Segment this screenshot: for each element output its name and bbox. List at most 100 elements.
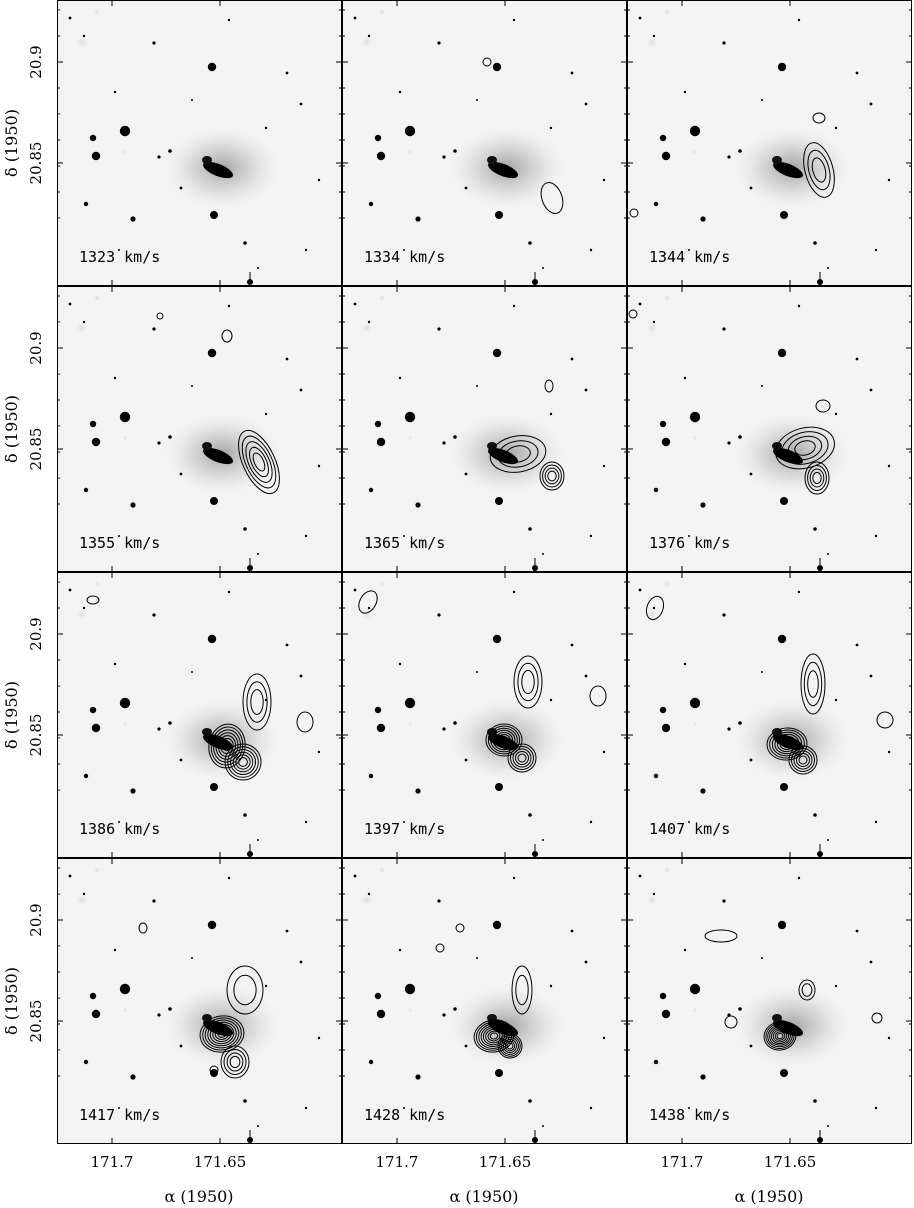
star [584, 960, 588, 964]
star [89, 420, 97, 428]
star [89, 134, 97, 142]
star [492, 634, 502, 644]
star [453, 149, 457, 153]
star [688, 821, 690, 823]
star [227, 304, 231, 308]
hi-contour [763, 1021, 797, 1051]
hi-contour [769, 729, 805, 759]
hi-contour [517, 753, 527, 763]
star [91, 151, 101, 161]
star [82, 34, 86, 38]
star [834, 126, 838, 130]
star [492, 348, 502, 358]
star [453, 1007, 457, 1011]
galaxy-core [202, 161, 234, 179]
galaxy-core [202, 447, 234, 465]
star [130, 788, 136, 794]
star [689, 983, 701, 995]
star [887, 464, 891, 468]
channel-panel: 1438 km/s [627, 858, 912, 1144]
hi-contour [510, 746, 534, 770]
star [827, 267, 829, 269]
hi-contour [490, 727, 518, 753]
star [68, 874, 72, 878]
star [749, 472, 753, 476]
star [495, 497, 503, 505]
star [403, 1107, 405, 1109]
star [749, 186, 753, 190]
star [179, 186, 183, 190]
star [376, 151, 386, 161]
star [403, 821, 405, 823]
channel-panel: 1365 km/s [342, 286, 627, 572]
star [113, 376, 117, 380]
velocity-label: 1365 km/s [364, 534, 445, 552]
star [304, 1106, 308, 1110]
hi-contour [503, 1039, 517, 1053]
hi-contour [506, 1042, 514, 1050]
y-axis-title: δ (1950) [2, 967, 21, 1035]
star [549, 412, 553, 416]
star [813, 241, 817, 245]
star [91, 437, 101, 447]
hi-contour [217, 735, 237, 757]
star [528, 1099, 532, 1103]
star [602, 464, 606, 468]
star [874, 248, 878, 252]
star [661, 151, 671, 161]
hi-contour [781, 431, 829, 465]
star [492, 62, 502, 72]
hi-contour [245, 441, 273, 483]
x-tick-label: 171.65 [479, 1153, 532, 1171]
hi-contour [499, 1035, 521, 1057]
hi-contour [241, 435, 277, 489]
hi-contour [209, 1065, 219, 1075]
star [584, 388, 588, 392]
star [437, 41, 441, 45]
star [476, 385, 478, 387]
hi-contour [207, 1021, 237, 1047]
star [376, 437, 386, 447]
star [638, 588, 642, 592]
hi-contour [539, 461, 565, 491]
hi-contour [221, 329, 233, 343]
hi-contour [224, 743, 262, 781]
star [442, 441, 446, 445]
hi-contour [544, 467, 560, 485]
hi-contour [238, 429, 280, 495]
star [589, 534, 593, 538]
hi-contour [475, 1021, 513, 1051]
star [243, 813, 247, 817]
star [887, 1036, 891, 1040]
star [368, 487, 374, 493]
star [118, 249, 120, 251]
star [749, 1044, 753, 1048]
star [780, 211, 788, 219]
star [398, 948, 402, 952]
star [403, 535, 405, 537]
star [653, 487, 659, 493]
star [227, 590, 231, 594]
star [727, 155, 731, 159]
hi-contour [495, 731, 513, 749]
star [722, 41, 726, 45]
hi-contour [156, 312, 164, 320]
hi-contour [724, 1015, 738, 1029]
hi-contour [803, 661, 823, 707]
hi-contour [250, 689, 264, 715]
star [688, 535, 690, 537]
star [542, 267, 544, 269]
galaxy-core [772, 447, 804, 465]
hi-contour [485, 1028, 503, 1044]
hi-contour [199, 1015, 245, 1053]
star [91, 1009, 101, 1019]
hi-contour [226, 965, 264, 1015]
star [869, 388, 873, 392]
star [157, 155, 161, 159]
hi-contour [499, 736, 509, 744]
star [652, 320, 656, 324]
star [317, 750, 321, 754]
star [130, 1074, 136, 1080]
hi-contour [480, 1025, 508, 1047]
velocity-label: 1397 km/s [364, 820, 445, 838]
